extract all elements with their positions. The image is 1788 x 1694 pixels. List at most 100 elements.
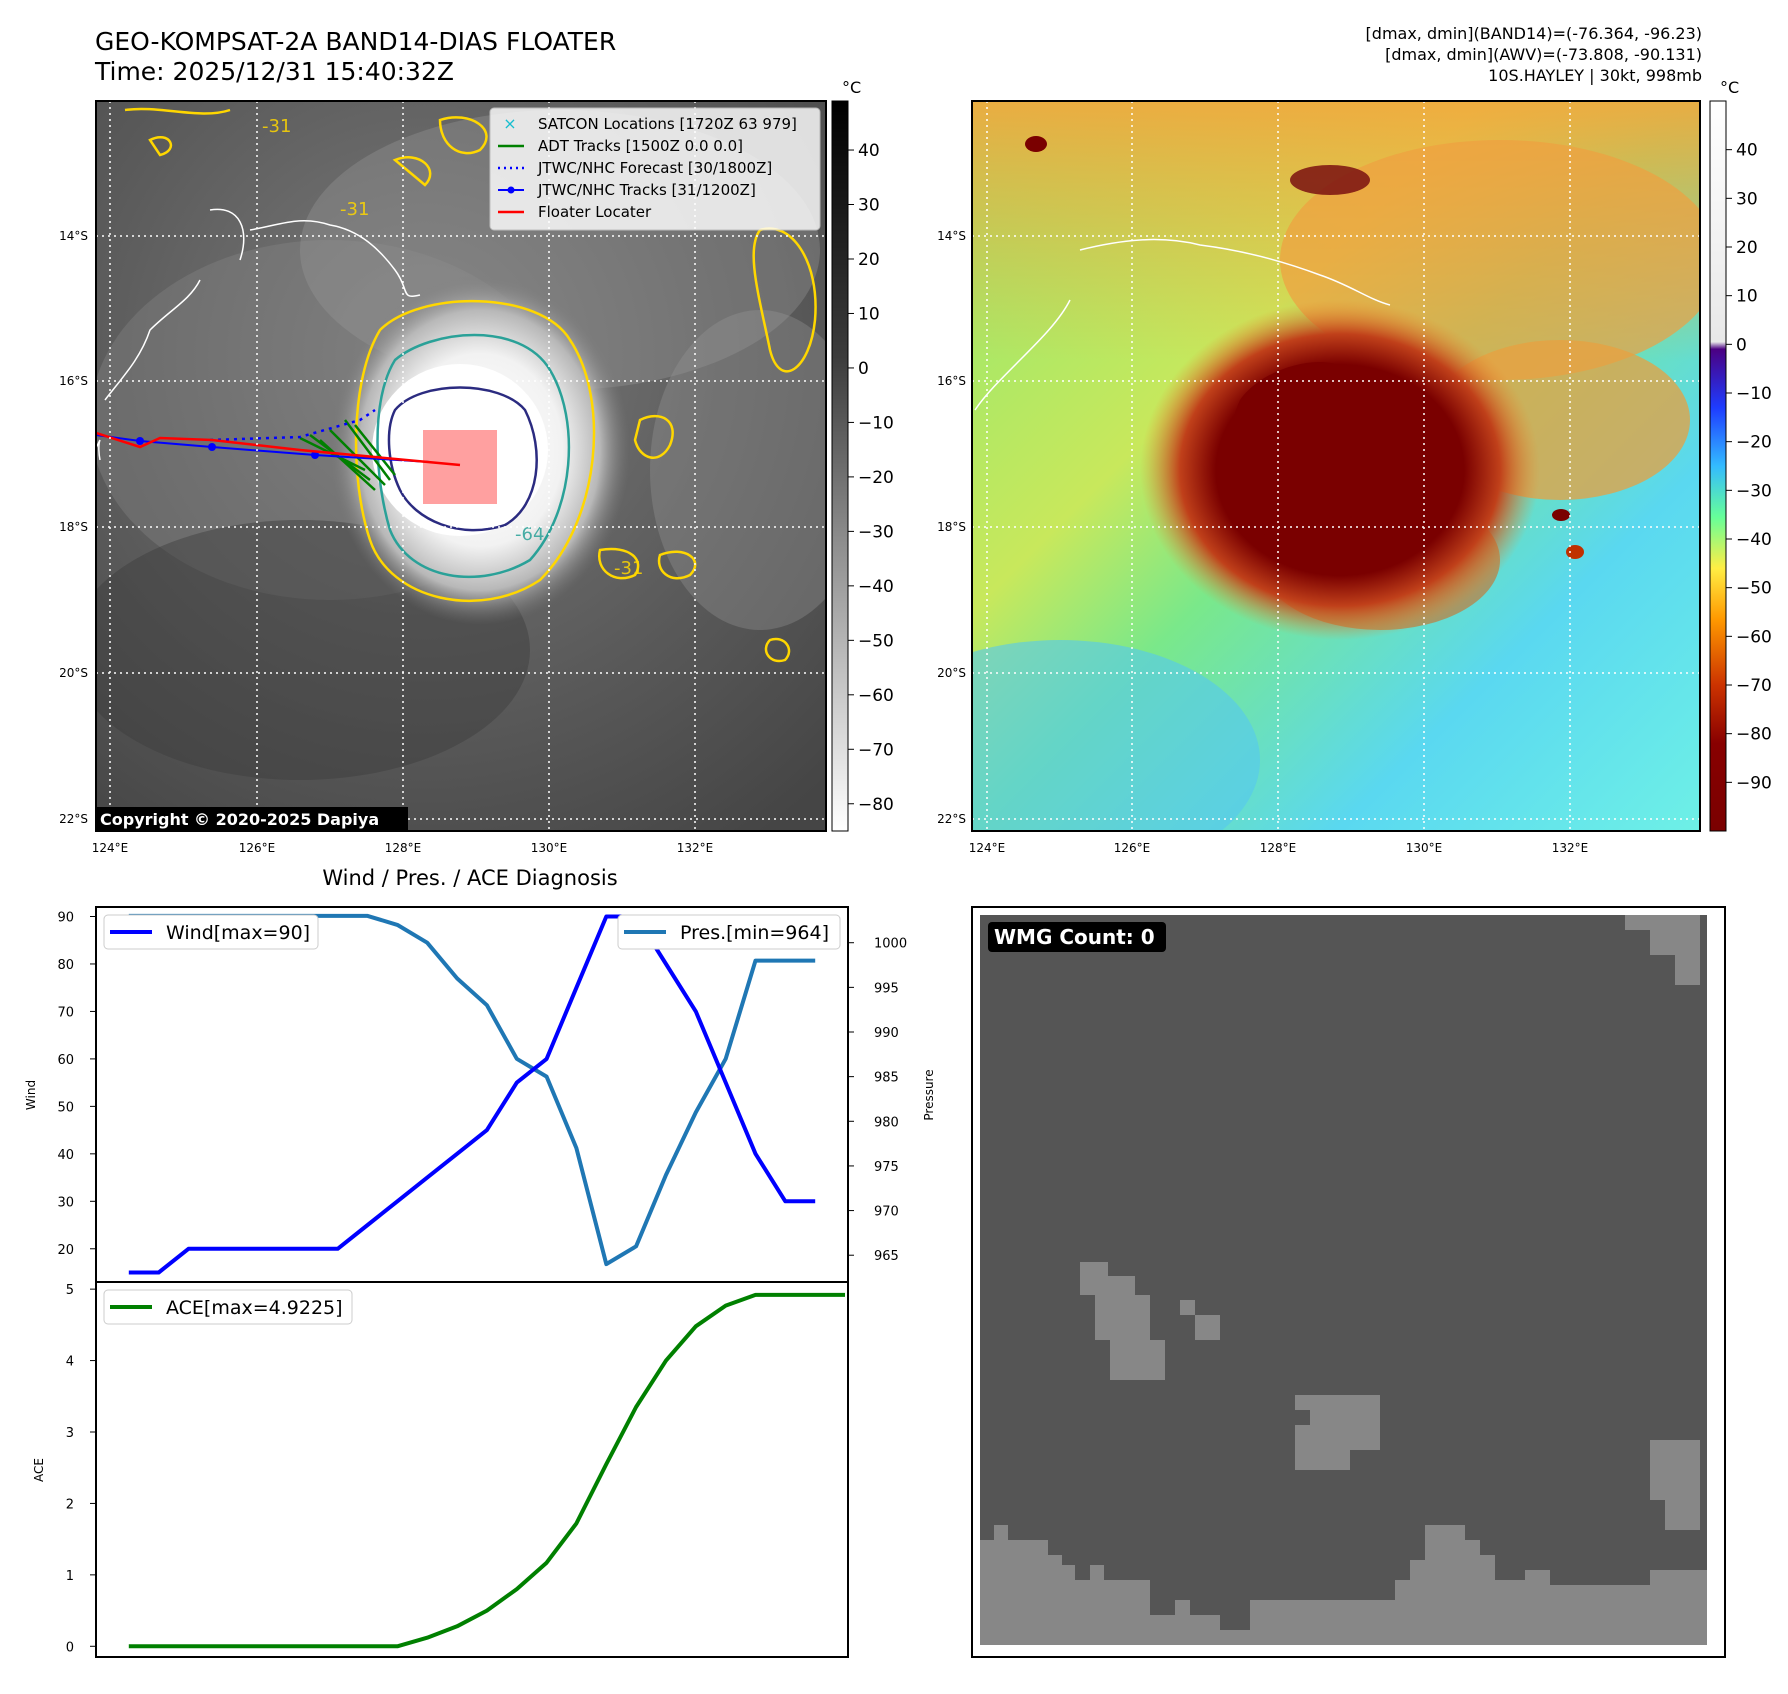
wind-legend-label: Wind[max=90] bbox=[166, 922, 310, 944]
ace-axis-tick-label: 4 bbox=[66, 1355, 74, 1370]
pressure-axis-tick-label: 995 bbox=[874, 981, 899, 996]
pressure-axis-tick-label: 980 bbox=[874, 1115, 899, 1130]
ace-axis-tick-label: 1 bbox=[66, 1569, 74, 1584]
wind-axis-tick-label: 60 bbox=[57, 1053, 74, 1068]
ace-axis-tick-label: 3 bbox=[66, 1426, 74, 1441]
wmg-count-label: WMG Count: 0 bbox=[994, 925, 1155, 949]
right-colorbar-tick-label: 40 bbox=[1736, 141, 1758, 161]
right-awv-map: 14°S 16°S 18°S 20°S 22°S 124°E 126°E 128… bbox=[937, 100, 1701, 855]
legend-satcon-marker: × bbox=[503, 114, 516, 133]
right-lon-label-124e: 124°E bbox=[969, 841, 1006, 855]
diagnosis-chart-title: Wind / Pres. / ACE Diagnosis bbox=[322, 866, 617, 890]
wind-axis-tick-label: 90 bbox=[57, 910, 74, 925]
ace-axis-label: ACE bbox=[32, 1458, 46, 1482]
left-colorbar-tick-label: 10 bbox=[858, 304, 880, 324]
right-lat-label-20s: 20°S bbox=[937, 666, 966, 680]
contour-label-1: -31 bbox=[262, 116, 291, 137]
left-colorbar-tick-label: 0 bbox=[858, 359, 869, 379]
ace-series-line bbox=[128, 1292, 845, 1649]
right-colorbar-tick-label: −70 bbox=[1736, 676, 1772, 696]
right-colorbar-tick-label: −90 bbox=[1736, 773, 1772, 793]
lon-label-130e: 130°E bbox=[531, 841, 568, 855]
right-colorbar-tick-label: −30 bbox=[1736, 481, 1772, 501]
ace-legend-label: ACE[max=4.9225] bbox=[166, 1297, 343, 1319]
right-colorbar-tick-label: −20 bbox=[1736, 433, 1772, 453]
right-lat-label-16s: 16°S bbox=[937, 374, 966, 388]
left-colorbar-tick-label: 30 bbox=[858, 196, 880, 216]
pressure-axis-label: Pressure bbox=[922, 1069, 936, 1120]
diagnosis-chart: 2030405060708090965970975980985990995100… bbox=[24, 906, 936, 1658]
header-right-line2: [dmax, dmin](AWV)=(-73.808, -90.131) bbox=[1385, 45, 1702, 64]
right-colorbar-tick-label: −80 bbox=[1736, 725, 1772, 745]
jtwc-track-point-1 bbox=[136, 437, 144, 445]
ace-axis-tick-label: 0 bbox=[66, 1640, 74, 1655]
left-colorbar-tick-label: −10 bbox=[858, 413, 894, 433]
legend-floater: Floater Locater bbox=[538, 203, 652, 221]
lat-label-18s: 18°S bbox=[59, 520, 88, 534]
ace-legend: ACE[max=4.9225] bbox=[103, 1289, 353, 1325]
right-lat-label-22s: 22°S bbox=[937, 812, 966, 826]
right-lon-label-132e: 132°E bbox=[1552, 841, 1589, 855]
pressure-axis-tick-label: 1000 bbox=[874, 937, 907, 952]
right-colorbar-tick-label: 0 bbox=[1736, 335, 1747, 355]
right-colorbar-tick-label: 20 bbox=[1736, 238, 1758, 258]
wind-axis-tick-label: 50 bbox=[57, 1100, 74, 1115]
right-colorbar-unit: °C bbox=[1720, 78, 1739, 97]
right-map-gridlines bbox=[972, 101, 1700, 831]
legend-satcon: SATCON Locations [1720Z 63 979] bbox=[538, 115, 797, 133]
legend-jtwc-tracks: JTWC/NHC Tracks [31/1200Z] bbox=[537, 181, 756, 199]
pressure-legend-label: Pres.[min=964] bbox=[680, 922, 829, 944]
lat-label-22s: 22°S bbox=[59, 812, 88, 826]
right-lon-label-126e: 126°E bbox=[1114, 841, 1151, 855]
right-lat-label-14s: 14°S bbox=[937, 229, 966, 243]
lon-label-126e: 126°E bbox=[239, 841, 276, 855]
copyright-text: Copyright © 2020-2025 Dapiya bbox=[100, 810, 379, 829]
contour-label-4: -64 bbox=[515, 524, 544, 545]
floater-locator-box bbox=[423, 430, 497, 504]
left-colorbar-tick-label: −40 bbox=[858, 577, 894, 597]
left-colorbar: °C 40 30 20 10 0 −10 −20 −30 −40 −50 −60 −70 −80 bbox=[831, 78, 894, 832]
right-colorbar-tick-label: −50 bbox=[1736, 579, 1772, 599]
wind-axis-tick-label: 70 bbox=[57, 1005, 74, 1020]
wind-axis-tick-label: 80 bbox=[57, 958, 74, 973]
forecast-track-line bbox=[209, 408, 376, 442]
figure-title: GEO-KOMPSAT-2A BAND14-DIAS FLOATER bbox=[95, 27, 616, 56]
wind-series-line bbox=[128, 914, 816, 1275]
wind-axis-tick-label: 20 bbox=[57, 1243, 74, 1258]
pressure-legend: Pres.[min=964] bbox=[617, 914, 841, 950]
copyright-box bbox=[96, 807, 408, 831]
pressure-axis-tick-label: 970 bbox=[874, 1205, 899, 1220]
wind-legend: Wind[max=90] bbox=[103, 914, 319, 950]
wmg-panel: WMG Count: 0 bbox=[971, 906, 1726, 1658]
left-colorbar-tick-label: −80 bbox=[858, 795, 894, 815]
contour-label-3: -31 bbox=[614, 558, 643, 579]
jtwc-track-point-2 bbox=[208, 443, 216, 451]
left-colorbar-tick-label: 20 bbox=[858, 250, 880, 270]
left-colorbar-tick-label: −20 bbox=[858, 468, 894, 488]
lat-label-16s: 16°S bbox=[59, 374, 88, 388]
right-colorbar-tick-label: −10 bbox=[1736, 384, 1772, 404]
right-lon-label-130e: 130°E bbox=[1406, 841, 1443, 855]
right-colorbar: °C 40 30 20 10 0 −10 −20 −30 −40 −50 −60 −70 −80 −90 bbox=[1709, 78, 1772, 832]
floater-locater-line bbox=[96, 431, 461, 467]
ace-axis-tick-label: 2 bbox=[66, 1497, 74, 1512]
right-lon-label-128e: 128°E bbox=[1260, 841, 1297, 855]
lon-label-124e: 124°E bbox=[92, 841, 129, 855]
right-colorbar-tick-label: 10 bbox=[1736, 287, 1758, 307]
left-colorbar-tick-label: −70 bbox=[858, 740, 894, 760]
wind-axis-tick-label: 40 bbox=[57, 1148, 74, 1163]
pressure-axis-tick-label: 975 bbox=[874, 1160, 899, 1175]
left-map-legend: × SATCON Locations [1720Z 63 979] ADT Tr… bbox=[489, 107, 821, 231]
legend-adt: ADT Tracks [1500Z 0.0 0.0] bbox=[538, 137, 743, 155]
header-right-line3: 10S.HAYLEY | 30kt, 998mb bbox=[1488, 66, 1702, 85]
contour-label-2: -31 bbox=[340, 199, 369, 220]
pressure-axis-tick-label: 985 bbox=[874, 1071, 899, 1086]
left-colorbar-tick-label: −60 bbox=[858, 686, 894, 706]
left-colorbar-tick-label: −30 bbox=[858, 522, 894, 542]
right-colorbar-tick-label: 30 bbox=[1736, 189, 1758, 209]
figure-time: Time: 2025/12/31 15:40:32Z bbox=[94, 57, 454, 86]
wind-axis-tick-label: 30 bbox=[57, 1195, 74, 1210]
right-colorbar-tick-label: −60 bbox=[1736, 627, 1772, 647]
ace-axis-tick-label: 5 bbox=[66, 1283, 74, 1298]
